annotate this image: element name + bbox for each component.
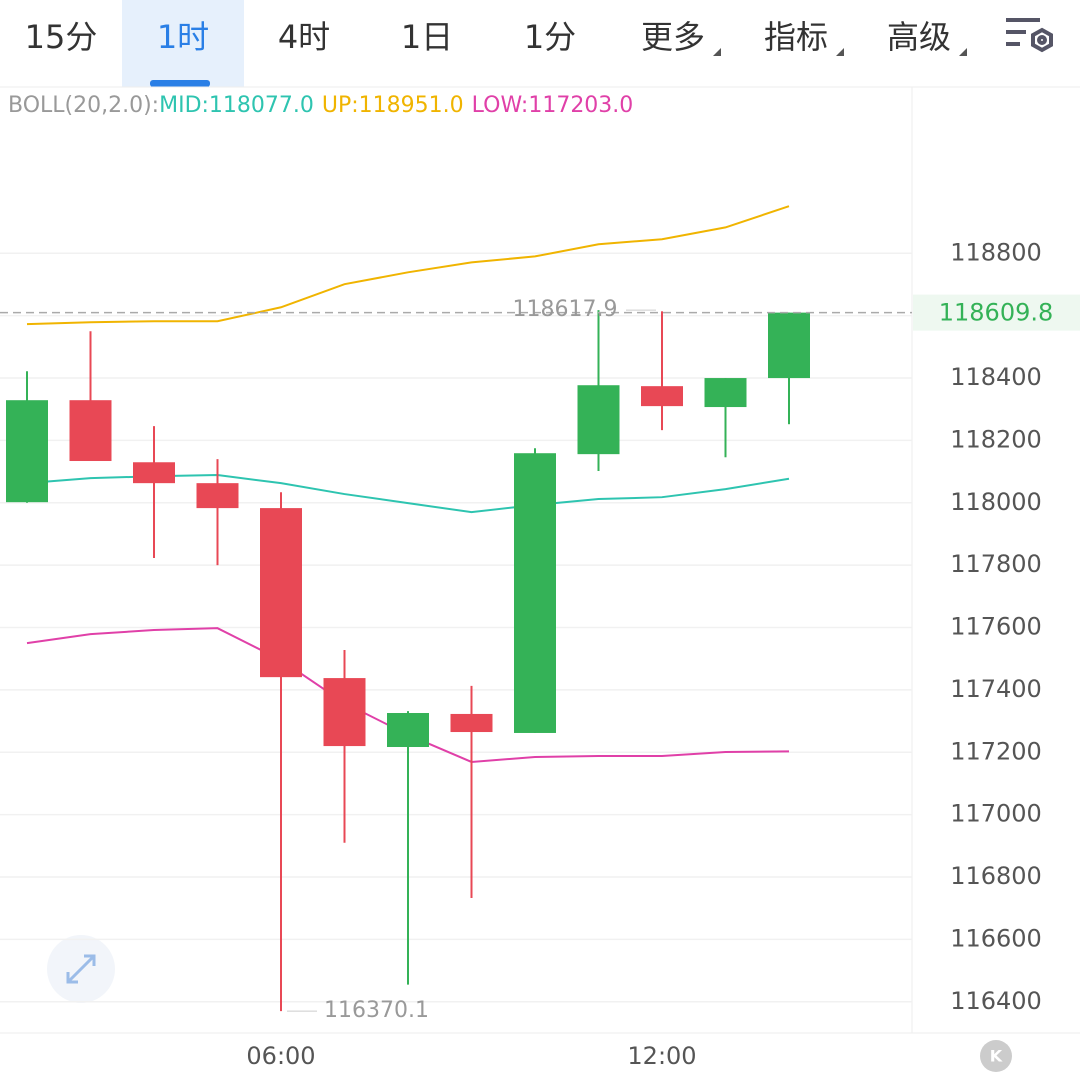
last-price-label: 118609.8	[939, 299, 1054, 327]
y-tick-label: 117000	[950, 800, 1042, 828]
candle-body	[69, 400, 112, 462]
dropdown-arrow	[836, 48, 844, 56]
legend-item: BOLL(20,2.0):	[8, 93, 159, 118]
y-tick-label: 116400	[950, 987, 1042, 1015]
tab[interactable]: 1分	[524, 18, 576, 56]
y-tick-label: 117600	[950, 613, 1042, 641]
k-badge-bg	[980, 1040, 1012, 1072]
candle-body	[323, 678, 366, 747]
tab[interactable]: 1日	[401, 18, 453, 56]
tab[interactable]: 高级	[887, 18, 951, 56]
x-tick-label: 12:00	[627, 1042, 696, 1070]
candle-body	[641, 386, 683, 407]
candle-body	[196, 483, 239, 509]
tab[interactable]: 1时	[157, 18, 209, 56]
last-price-bg	[913, 294, 1080, 331]
legend-item: MID:118077.0	[159, 93, 314, 118]
x-tick-label: 06:00	[246, 1042, 315, 1070]
candle-body	[133, 462, 175, 484]
tab[interactable]: 指标	[764, 18, 828, 56]
y-tick-label: 116800	[950, 862, 1042, 890]
legend-item: UP:118951.0	[322, 93, 464, 118]
dropdown-arrow	[959, 48, 967, 56]
max-label: 118617.9	[513, 297, 618, 322]
indicator-legend: BOLL(20,2.0):MID:118077.0 UP:118951.0 LOW:…	[8, 93, 633, 118]
expand-icon[interactable]	[47, 935, 115, 1003]
y-tick-label: 116600	[950, 924, 1042, 952]
y-tick-label: 118000	[950, 488, 1042, 516]
candle-body	[387, 713, 429, 748]
active-tab-bg	[122, 0, 244, 87]
candle-body	[450, 713, 493, 733]
y-tick-label: 118400	[950, 363, 1042, 391]
boll-line	[26, 205, 790, 326]
legend-item: LOW:117203.0	[472, 93, 634, 118]
candle-body	[704, 378, 747, 408]
k-badge: K	[990, 1047, 1003, 1066]
dropdown-arrow	[713, 48, 721, 56]
candle-body	[6, 400, 48, 503]
y-tick-label: 118200	[950, 425, 1042, 453]
tab[interactable]: 更多	[641, 18, 705, 56]
y-tick-label: 117400	[950, 675, 1042, 703]
y-tick-label: 117800	[950, 550, 1042, 578]
active-tab-underline	[150, 80, 210, 87]
settings-icon[interactable]	[1006, 18, 1053, 53]
candle-body	[577, 385, 620, 455]
tab[interactable]: 15分	[25, 18, 98, 56]
min-label: 116370.1	[324, 998, 429, 1023]
candle-body	[260, 508, 302, 678]
candle-body	[514, 453, 556, 733]
y-tick-label: 117200	[950, 737, 1042, 765]
y-tick-label: 118800	[950, 238, 1042, 266]
tab[interactable]: 4时	[278, 18, 330, 56]
candle-body	[768, 312, 810, 379]
